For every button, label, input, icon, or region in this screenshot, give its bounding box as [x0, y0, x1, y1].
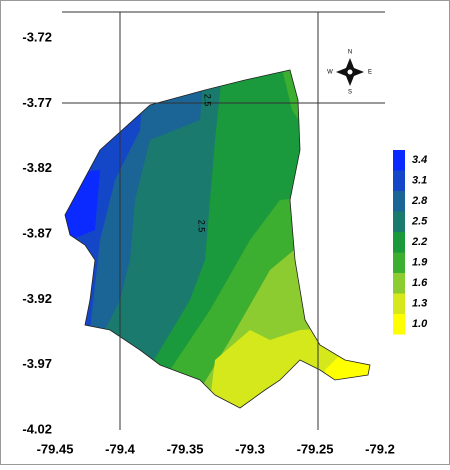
legend-swatch	[393, 150, 405, 171]
legend-label: 2.2	[411, 236, 427, 248]
legend-swatch	[393, 293, 405, 314]
compass-n: N	[348, 50, 352, 56]
legend-label: 2.8	[411, 195, 428, 207]
legend-label: 1.6	[412, 277, 428, 289]
y-tick-label: -3.97	[22, 356, 52, 371]
compass-s: S	[348, 90, 352, 96]
legend-label: 3.4	[412, 154, 427, 166]
y-tick-label: -3.77	[22, 95, 52, 110]
x-tick-label: -79.35	[167, 441, 204, 456]
y-tick-label: -3.87	[22, 226, 52, 241]
legend-swatch	[393, 170, 405, 191]
x-tick-label: -79.45	[37, 441, 74, 456]
y-tick-label: -4.02	[22, 421, 52, 436]
contour-label: 2.5	[197, 220, 207, 233]
legend-label: 3.1	[412, 175, 427, 187]
compass-e: E	[368, 70, 372, 76]
x-tick-label: -79.25	[297, 441, 334, 456]
contour-label: 2.5	[203, 94, 213, 107]
legend-swatch	[393, 211, 405, 232]
legend-label: 1.0	[412, 318, 428, 330]
legend-label: 1.3	[412, 298, 427, 310]
x-tick-label: -79.4	[105, 441, 135, 456]
legend-label: 1.9	[412, 257, 428, 269]
legend-swatch	[393, 252, 405, 273]
y-tick-label: -3.72	[22, 30, 52, 45]
legend-swatch	[393, 314, 405, 335]
compass-center	[346, 68, 354, 76]
band	[325, 340, 370, 408]
y-tick-label: -3.82	[22, 160, 52, 175]
legend-swatch	[393, 232, 405, 253]
compass-w: W	[327, 70, 333, 76]
compass: N S E W	[327, 50, 372, 96]
x-tick-label: -79.2	[365, 441, 395, 456]
legend-swatch	[393, 191, 405, 212]
legend-swatch	[393, 273, 405, 294]
legend-label: 2.5	[411, 216, 428, 228]
x-tick-label: -79.3	[235, 441, 265, 456]
y-tick-label: -3.92	[22, 291, 52, 306]
